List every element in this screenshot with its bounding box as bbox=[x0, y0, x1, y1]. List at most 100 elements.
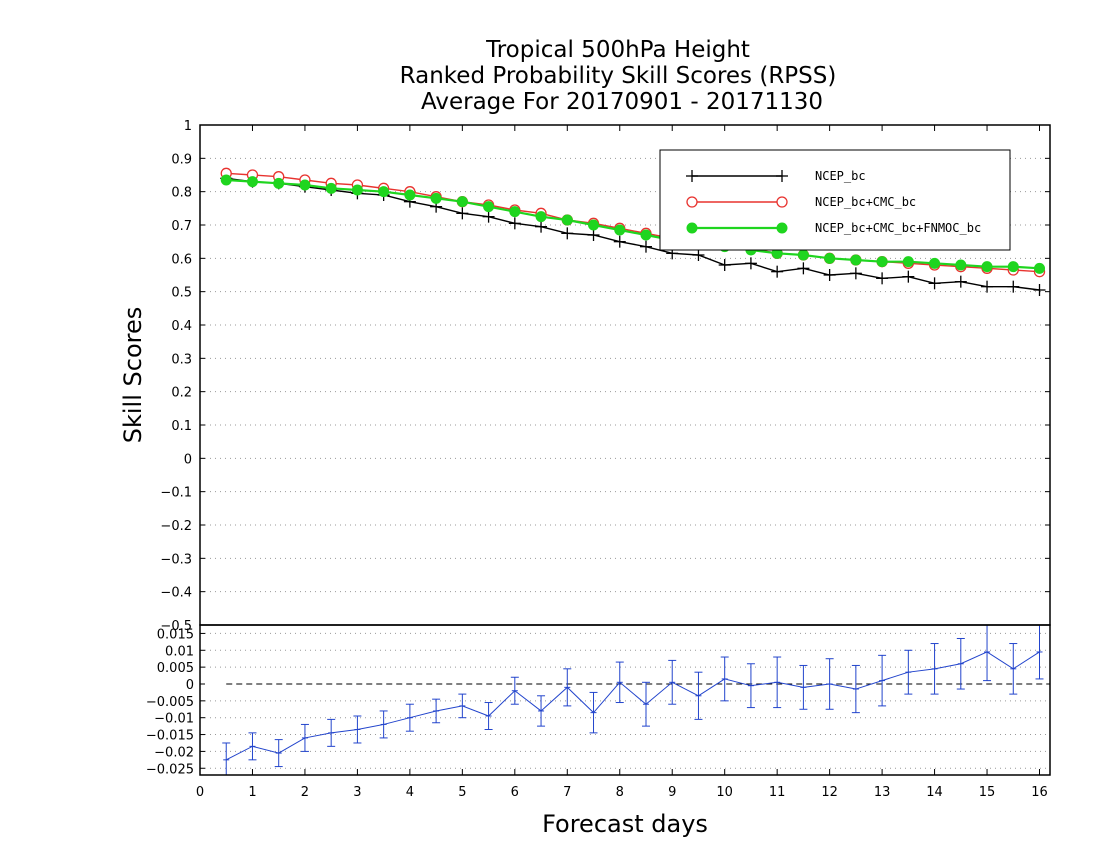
marker-filled-circle bbox=[902, 256, 914, 268]
top-ytick-label: 0.5 bbox=[171, 286, 192, 301]
marker-open-circle bbox=[776, 196, 788, 208]
x-ticks: 0 1 2 3 4 5 6 7 8 9 10 11 12 13 14 15 16 bbox=[196, 125, 1048, 800]
xtick-label: 1 bbox=[248, 785, 256, 800]
marker-plus bbox=[535, 220, 548, 233]
series-line bbox=[226, 651, 1040, 761]
xtick-label: 12 bbox=[821, 785, 838, 800]
top-ytick-label: −0.1 bbox=[160, 486, 192, 501]
marker-plus bbox=[928, 277, 941, 290]
marker-filled-circle bbox=[686, 222, 698, 234]
marker-plus bbox=[954, 275, 967, 288]
error-bar bbox=[825, 658, 834, 710]
top-ytick-label: 1 bbox=[184, 119, 192, 134]
marker-plus bbox=[876, 272, 889, 285]
bottom-ytick-label: −0.005 bbox=[146, 695, 194, 710]
top-ytick-label: 0.4 bbox=[171, 319, 192, 334]
marker-filled-circle bbox=[1034, 262, 1046, 274]
xtick-label: 4 bbox=[406, 785, 414, 800]
error-bar bbox=[458, 693, 467, 719]
legend: NCEP_bc NCEP_bc+CMC_bc NCEP_bc+CMC_bc+FNMO… bbox=[659, 149, 1011, 251]
error-bar bbox=[589, 691, 598, 734]
error-bar bbox=[484, 702, 493, 730]
marker-filled-circle bbox=[535, 211, 547, 223]
marker-plus bbox=[776, 170, 788, 182]
marker-filled-circle bbox=[351, 184, 363, 196]
top-ytick-label: −0.3 bbox=[160, 552, 192, 567]
error-bar bbox=[537, 695, 546, 727]
xtick-label: 9 bbox=[668, 785, 676, 800]
top-ytick-label: −0.5 bbox=[160, 619, 192, 634]
legend-label: NCEP_bc+CMC_bc bbox=[815, 195, 916, 209]
marker-plus bbox=[823, 269, 836, 281]
marker-filled-circle bbox=[850, 254, 862, 266]
marker-plus bbox=[639, 240, 652, 253]
error-bar bbox=[615, 661, 624, 704]
bottom-series-layer bbox=[222, 624, 1044, 775]
chart-subtitle-period: Average For 20170901 - 20171130 bbox=[421, 89, 823, 115]
error-bar bbox=[904, 649, 913, 695]
top-ytick-label: 0 bbox=[184, 452, 192, 467]
marker-filled-circle bbox=[614, 224, 626, 236]
error-bar bbox=[799, 664, 808, 710]
marker-filled-circle bbox=[929, 257, 941, 269]
error-bar bbox=[956, 637, 965, 690]
error-bar bbox=[379, 710, 388, 739]
error-bar bbox=[983, 625, 992, 682]
top-ytick-label: 0.9 bbox=[171, 152, 192, 167]
chart-subtitle: Ranked Probability Skill Scores (RPSS) bbox=[400, 63, 837, 89]
xtick-label: 3 bbox=[353, 785, 361, 800]
marker-plus bbox=[744, 257, 757, 270]
marker-plus bbox=[1033, 284, 1046, 296]
error-bar bbox=[1009, 643, 1018, 695]
difference-series bbox=[222, 624, 1044, 775]
y-axis-label: Skill Scores bbox=[119, 307, 147, 444]
bottom-ytick-label: −0.015 bbox=[146, 729, 194, 744]
marker-plus bbox=[1007, 280, 1020, 293]
error-bar bbox=[248, 732, 257, 761]
legend-box bbox=[659, 149, 1011, 251]
top-ytick-label: 0.3 bbox=[171, 352, 192, 367]
bottom-ytick-label: −0.025 bbox=[146, 762, 194, 777]
top-ytick-label: 0.7 bbox=[171, 219, 192, 234]
xtick-label: 15 bbox=[979, 785, 996, 800]
marker-open-circle bbox=[686, 196, 698, 208]
marker-filled-circle bbox=[430, 192, 442, 204]
error-bar bbox=[773, 656, 782, 709]
marker-filled-circle bbox=[876, 256, 888, 268]
marker-filled-circle bbox=[981, 261, 993, 273]
error-bar bbox=[274, 739, 283, 768]
marker-filled-circle bbox=[299, 179, 311, 191]
legend-label: NCEP_bc+CMC_bc+FNMOC_bc bbox=[815, 221, 981, 235]
error-bar bbox=[222, 742, 231, 775]
marker-filled-circle bbox=[325, 182, 337, 194]
marker-plus bbox=[587, 229, 600, 241]
marker-filled-circle bbox=[509, 206, 521, 218]
marker-plus bbox=[718, 259, 731, 271]
bottom-ytick-label: 0 bbox=[186, 678, 194, 693]
xtick-label: 10 bbox=[716, 785, 733, 800]
error-bar bbox=[930, 643, 939, 695]
marker-filled-circle bbox=[220, 174, 232, 186]
xtick-label: 0 bbox=[196, 785, 204, 800]
legend-item: NCEP_bc+CMC_bc bbox=[686, 195, 916, 209]
xtick-label: 7 bbox=[563, 785, 571, 800]
error-bar bbox=[327, 718, 336, 747]
top-ytick-label: −0.4 bbox=[160, 586, 192, 601]
top-ytick-label: 0.2 bbox=[171, 386, 192, 401]
error-bar bbox=[641, 681, 650, 727]
marker-filled-circle bbox=[776, 222, 788, 234]
marker-filled-circle bbox=[378, 186, 390, 198]
marker-plus bbox=[902, 270, 915, 283]
error-bar bbox=[300, 723, 309, 752]
error-bar bbox=[851, 664, 860, 714]
marker-plus bbox=[981, 280, 994, 293]
marker-filled-circle bbox=[483, 201, 495, 213]
top-ytick-label: 0.6 bbox=[171, 252, 192, 267]
chart-title: Tropical 500hPa Height bbox=[485, 37, 750, 63]
xtick-label: 11 bbox=[769, 785, 786, 800]
top-ytick-label: 0.1 bbox=[171, 419, 192, 434]
error-bar bbox=[668, 659, 677, 705]
top-ytick-label: −0.2 bbox=[160, 519, 192, 534]
legend-label: NCEP_bc bbox=[815, 169, 866, 183]
error-bar bbox=[746, 663, 755, 709]
